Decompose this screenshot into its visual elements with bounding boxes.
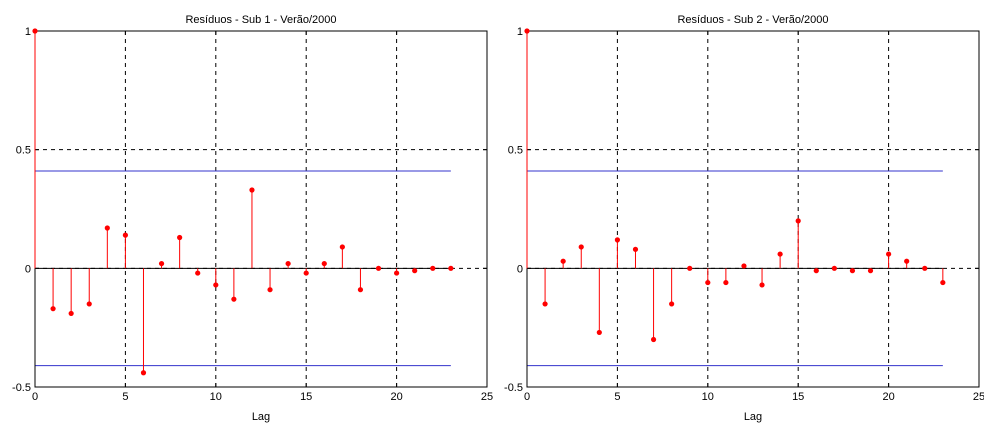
stem-point: [213, 282, 219, 288]
stem-point: [195, 270, 201, 276]
stem-point: [303, 270, 309, 276]
chart-panel-sub1: Resíduos - Sub 1 - Verão/2000 Lag 0 5 10 15…: [12, 14, 493, 423]
y-tick-label: -0.5: [504, 382, 523, 394]
x-tick-label: 0: [32, 391, 38, 403]
stem-point: [375, 265, 382, 271]
x-tick-label: 25: [481, 391, 493, 403]
stem-point: [886, 251, 892, 257]
chart-title: Resíduos - Sub 1 - Verão/2000: [185, 14, 336, 26]
axes-box: [526, 30, 980, 388]
stem-point: [904, 258, 910, 264]
y-tick-label: 0: [25, 263, 31, 275]
x-tick-label: 5: [122, 391, 128, 403]
x-axis-label: Lag: [744, 411, 762, 423]
stem-point: [430, 265, 436, 271]
x-tick-label: 10: [702, 391, 714, 403]
stem-point: [940, 279, 946, 286]
stem-point: [632, 246, 639, 252]
x-tick-label: 10: [210, 391, 222, 403]
stem-point: [723, 279, 729, 286]
stem-point: [86, 301, 92, 307]
stem-point: [412, 268, 418, 274]
stem-point: [777, 251, 783, 257]
x-tick-label: 15: [300, 391, 312, 403]
x-axis-label: Lag: [252, 411, 270, 423]
stem-point: [669, 301, 675, 307]
stem-point: [357, 287, 364, 293]
y-tick-label: 1: [25, 26, 31, 38]
y-tick-label: 1: [517, 26, 523, 38]
stem-point: [759, 282, 765, 288]
stem-point: [542, 301, 548, 307]
stem-point: [922, 265, 928, 271]
stem-point: [560, 258, 566, 264]
stem-point: [813, 268, 819, 274]
stem-point: [578, 244, 584, 250]
x-tick-label: 15: [792, 391, 804, 403]
stem-point: [831, 265, 837, 271]
y-tick-label: 0.5: [16, 145, 31, 157]
y-tick-label: 0: [517, 263, 523, 275]
x-tick-label: 25: [973, 391, 984, 403]
stem-point: [285, 260, 291, 267]
stem-point: [614, 237, 621, 243]
chart-panel-sub2: Resíduos - Sub 2 - Verão/2000 Lag 0 5 10 15…: [504, 14, 984, 423]
stem-point: [741, 263, 747, 269]
stem-point: [321, 260, 327, 267]
stem-point: [231, 296, 237, 302]
stem-point: [249, 187, 255, 193]
stem-point: [50, 306, 56, 312]
stem-point: [32, 28, 38, 34]
y-tick-label: 0.5: [508, 145, 523, 157]
stem-point: [524, 28, 530, 34]
x-tick-label: 20: [882, 391, 894, 403]
stem-point: [867, 268, 874, 274]
stem-point: [849, 268, 856, 274]
stem-point: [596, 329, 602, 336]
stem-point: [795, 218, 801, 224]
stem-point: [267, 287, 273, 293]
stem-point: [122, 232, 128, 238]
stem-point: [650, 336, 657, 343]
x-tick-label: 20: [390, 391, 402, 403]
x-tick-label: 5: [614, 391, 620, 403]
chart-title: Resíduos - Sub 2 - Verão/2000: [677, 14, 828, 26]
y-tick-label: -0.5: [12, 382, 31, 394]
stem-point: [687, 265, 693, 271]
stem-point: [158, 260, 165, 267]
stem-point: [705, 279, 711, 286]
stem-point: [68, 310, 74, 317]
stem-point: [140, 370, 147, 376]
x-tick-label: 0: [524, 391, 530, 403]
stem-point: [177, 234, 183, 241]
stem-point: [448, 265, 454, 271]
stem-point: [394, 270, 400, 276]
axes-box: [34, 30, 488, 388]
stem-point: [339, 244, 345, 250]
stem-point: [104, 225, 110, 231]
